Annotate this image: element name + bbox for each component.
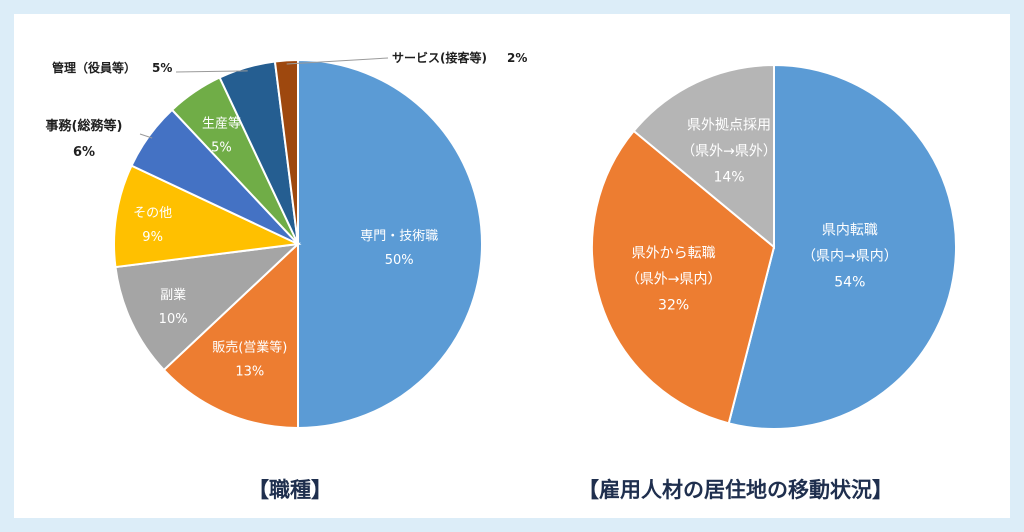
pie-slice-7 bbox=[273, 58, 299, 245]
pie-slice-2 bbox=[632, 63, 775, 250]
pie-slice-1 bbox=[162, 241, 299, 430]
pie-slice-1 bbox=[591, 129, 776, 425]
slice-value-0: 50% bbox=[385, 253, 414, 268]
charts-svg: 専門・技術職 50% 販売(営業等) 13% 副業 10% その他 9% 生産等 5% 事務(総務等… bbox=[46, 50, 957, 430]
chart-panel: 専門・技術職 50% 販売(営業等) 13% 副業 10% その他 9% 生産等 5% 事務(総務等… bbox=[14, 14, 1010, 518]
slice-label-0: 県内転職 bbox=[822, 223, 878, 239]
slice-value-4: 6% bbox=[73, 145, 95, 160]
pie-slice-2 bbox=[114, 242, 301, 372]
slice-sublabel-2: （県外→県外） bbox=[681, 143, 777, 159]
slice-sublabel-0: （県内→県内） bbox=[802, 249, 898, 265]
slice-value-0: 54% bbox=[834, 275, 865, 291]
slice-label-2: 県外拠点採用 bbox=[687, 117, 771, 133]
slice-value-5: 5% bbox=[211, 140, 232, 155]
slice-label-0: 専門・技術職 bbox=[360, 229, 438, 244]
slice-label-4: 事務(総務等) bbox=[46, 118, 123, 134]
pie-slice-0 bbox=[727, 63, 957, 430]
leader-line-6 bbox=[175, 70, 248, 73]
pie-slice-0 bbox=[297, 58, 483, 430]
residence-chart-title: 【雇用人材の居住地の移動状況】 bbox=[578, 478, 893, 502]
slice-value-1: 32% bbox=[658, 298, 689, 314]
slice-label-7: サービス(接客等) bbox=[392, 50, 487, 65]
job-type-pie: 専門・技術職 50% 販売(営業等) 13% 副業 10% その他 9% 生産等 5% 事務(総務等… bbox=[46, 50, 527, 430]
leader-line-4 bbox=[139, 133, 153, 139]
slice-value-3: 9% bbox=[142, 230, 163, 245]
slice-label-6: 管理（役員等） bbox=[52, 60, 136, 75]
slice-label-3: その他 bbox=[133, 206, 172, 221]
slice-label-1: 販売(営業等) bbox=[212, 339, 287, 355]
pie-slice-3 bbox=[113, 164, 302, 269]
slice-value-2: 10% bbox=[159, 312, 188, 327]
slice-value-6: 5% bbox=[152, 61, 172, 75]
residence-movement-pie: 県内転職 （県内→県内） 54% 県外から転職 （県外→県内） 32% 県外拠点採用 （県外→… bbox=[591, 63, 957, 430]
slice-label-1: 県外から転職 bbox=[632, 246, 716, 262]
slice-label-5: 生産等 bbox=[202, 115, 241, 131]
slice-value-2: 14% bbox=[713, 169, 744, 185]
slice-value-1: 13% bbox=[235, 364, 264, 379]
job-type-chart-title: 【職種】 bbox=[248, 478, 332, 502]
slice-value-7: 2% bbox=[507, 51, 527, 65]
leader-line-7 bbox=[286, 57, 389, 65]
slice-sublabel-1: （県外→県内） bbox=[626, 272, 722, 288]
slice-label-2: 副業 bbox=[160, 287, 186, 303]
